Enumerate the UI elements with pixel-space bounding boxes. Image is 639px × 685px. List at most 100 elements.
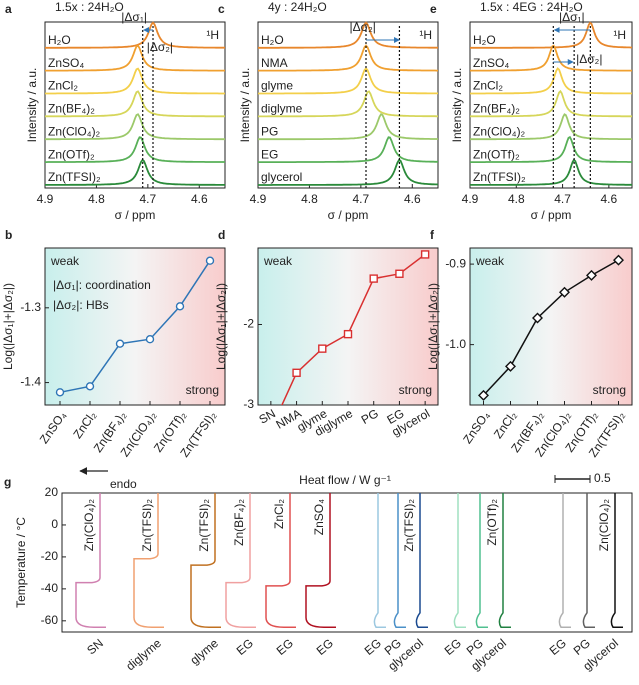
dsc-curve [225,493,256,628]
trace-label: Zn(ClO₄)₂ [473,124,526,138]
x-tick-label: SN [257,406,278,426]
direction-label: endo [110,477,137,491]
trace-label: PG [261,124,278,138]
trace-label: diglyme [261,102,303,116]
y-axis-label: Log(|Δσ₁|+|Δσ₂|) [426,283,440,370]
trace-label: ZnSO₄ [473,56,509,70]
panel-letter: c [218,2,225,16]
annotation: weak [263,254,293,268]
y-tick-label: -1.0 [445,337,466,351]
dsc-curve [498,493,511,628]
x-tick-label: 4.8 [301,192,318,206]
x-tick-label: ZnCl₂ [70,408,99,441]
dsc-curve [190,493,221,628]
x-tick-label: 4.6 [404,192,421,206]
y-tick-label: -2 [243,317,254,331]
panel-title: 1.5x : 24H₂O [55,0,124,14]
spectrum [258,21,438,49]
series [267,250,430,433]
trace-label: NMA [261,56,288,70]
trace-label: ZnCl₂ [48,79,78,93]
trace-label: Zn(TFSI)₂ [48,170,101,184]
series-label: EG [547,636,569,658]
trace-label: Zn(BF₄)₂ [48,102,95,116]
x-tick-label: 4.7 [353,192,370,206]
data-point [55,388,65,397]
x-tick-label: 4.9 [250,192,267,206]
nucleus-label: ¹H [419,28,432,42]
panel-letter: b [5,228,12,242]
spectrum [45,158,225,186]
trace-label: Zn(BF₄)₂ [473,102,520,116]
spectrum [258,158,439,186]
dsc-curve [610,493,623,628]
annotation: |Δσ₂| [350,20,376,34]
x-tick-label: 4.7 [554,192,571,206]
series-label: glyme [187,636,221,668]
data-point [478,389,489,401]
panel-letter: f [430,228,435,242]
panel-title: 4y : 24H₂O [268,0,327,14]
y-tick-label: -60 [41,613,59,627]
x-axis-label: σ / ppm [531,208,572,222]
annotation: |Δσ₂|: HBs [53,298,109,312]
panel-letter: d [218,228,225,242]
y-axis-label: Temperature / °C [14,517,28,608]
y-tick-label: -1.3 [20,300,41,314]
annotation: |Δσ₂| [147,40,173,54]
spectrum [258,67,438,95]
x-tick-label: 4.7 [140,192,157,206]
plot-frame [257,21,439,189]
data-point [586,269,597,281]
spectrum [45,44,225,72]
salt-label: Zn(ClO₄)₂ [597,499,611,552]
annotation: strong [593,383,626,397]
data-line [482,259,619,396]
spectrum [45,67,225,95]
panel-letter: a [5,2,12,16]
y-axis-label: Intensity / a.u. [238,68,252,143]
trace-label: Zn(ClO₄)₂ [48,124,101,138]
series-label: EG [234,636,256,658]
plot-background [258,248,438,405]
dsc-curve [558,493,571,628]
series-label: EG [314,636,336,658]
series-label: EG [274,636,296,658]
data-point [267,426,274,433]
annotation: strong [399,383,432,397]
spectrum [470,113,632,141]
plot-background [470,248,632,405]
x-axis-label: σ / ppm [115,208,156,222]
trace-label: ZnSO₄ [48,56,84,70]
series-label: EG [442,636,464,658]
annotation: weak [50,254,80,268]
series [478,254,624,401]
plot-frame [61,492,633,633]
dsc-curve [475,493,488,628]
spectrum [258,90,438,118]
x-tick-label: 4.9 [462,192,479,206]
spectrum [45,90,225,118]
dsc-curve [373,493,386,628]
series-label: diglyme [123,636,164,674]
y-tick-label: -3 [243,397,254,411]
dsc-curve [75,493,106,628]
scale-label: 0.5 [594,471,611,485]
spectrum [258,113,438,141]
data-point [505,360,516,372]
spectrum [470,44,632,72]
salt-label: ZnSO₄ [312,499,326,535]
dsc-curve [305,493,336,628]
plot-background [45,248,225,405]
x-tick-label: 4.9 [37,192,54,206]
panel-letter: e [430,2,437,16]
series [55,256,215,397]
y-tick-label: 0 [51,517,58,531]
panel-letter: g [4,475,11,489]
chart-title: Heat flow / W g⁻¹ [299,473,391,487]
data-point [420,250,430,259]
trace-label: H₂O [261,33,284,47]
annotation: strong [186,383,219,397]
salt-label: Zn(TFSI)₂ [140,499,154,552]
